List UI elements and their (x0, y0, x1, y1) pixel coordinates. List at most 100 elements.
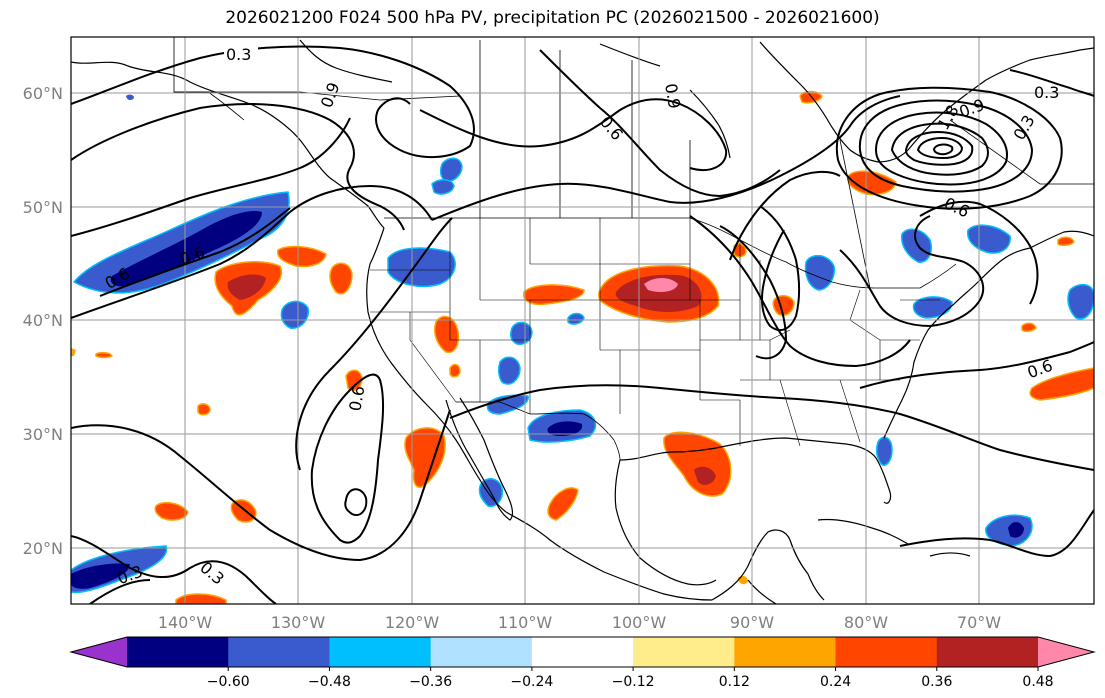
precip-blob-pos-hawaii-b (95, 351, 114, 359)
coastline-caribbean-cuba (817, 518, 909, 545)
pv-contour-pacific-2 (71, 184, 433, 319)
pv-contour-great-lakes-trough-2 (719, 225, 788, 360)
precip-blob-florida (875, 436, 893, 466)
precip-blob-idaho (439, 157, 463, 182)
pv-contour-north-2 (71, 103, 405, 231)
precip-blob-pnw (387, 247, 456, 288)
colorbar-bin (633, 637, 735, 667)
colorbar-extend-high (1038, 637, 1094, 667)
pv-contour-vortex-2 (858, 99, 1034, 193)
colorbar: −0.60 −0.48 −0.36 −0.24 −0.12 0.12 0.24 0.36 0.4… (69, 636, 1096, 690)
precip-blob-montana (431, 179, 455, 195)
pv-contours (71, 45, 1094, 604)
precip-blob-utah (509, 321, 533, 346)
coastline-alaska-north (299, 39, 393, 83)
pv-contour-vortex-3 (874, 111, 1008, 186)
title-area: 2026021200 F024 500 hPa PV, precipitatio… (0, 0, 1105, 34)
precip-blob-pos-ca-offshore (345, 369, 363, 392)
precip-blob-pos-offshore-a-core (227, 274, 266, 300)
border-canada-prov-5 (839, 139, 871, 289)
precip-blob-pos-pacific-a (154, 501, 189, 521)
state-lines-east (700, 260, 940, 447)
precip-blob-central-pacific-core (71, 563, 130, 589)
colorbar-outline (69, 636, 1096, 668)
gridlines (71, 37, 1094, 604)
precip-blob-pos-plains-peak (644, 278, 678, 292)
pv-contour-pacific-3 (99, 207, 291, 297)
colorbar-tick-label: 0.36 (921, 674, 952, 690)
precip-blob-pos-hawaii-a (197, 403, 211, 416)
precip-blob-pos-baja-offshore (404, 427, 446, 488)
contour-label-bg (224, 45, 258, 63)
map-content: 0.3 0.9 0.9 0.6 0.6 0.3 0.6 0.3 0.3 0.6 … (71, 37, 1094, 604)
pv-contour-east-ridge (839, 215, 985, 328)
pv-contour-east-coast (919, 200, 1039, 305)
pv-contour-ne-corner (1009, 69, 1094, 97)
precip-blob-pos-california (434, 315, 460, 354)
colorbar-tick-label: −0.12 (612, 674, 655, 690)
pv-contour-north-1 (71, 45, 475, 159)
coastline-pacific-us (366, 227, 507, 513)
coastline-hudson-bay-east (689, 89, 731, 159)
colorbar-bin (127, 637, 229, 667)
lon-label-110w: 110°W (498, 613, 553, 632)
border-us-mexico (456, 401, 621, 461)
precip-blob-pos-west-edge (71, 348, 76, 356)
colorbar-bin (734, 637, 837, 667)
colorbar-tick-label: −0.48 (308, 674, 351, 690)
precip-negative-areas (71, 94, 1094, 594)
lon-label-70w: 70°W (957, 613, 1001, 632)
coastline-mexico-gulf (614, 459, 717, 586)
colorbar-tick-label: 0.12 (719, 674, 750, 690)
pv-contour-jet-main (431, 95, 901, 221)
lon-label-120w: 120°W (385, 613, 440, 632)
colorbar-bin (228, 637, 330, 667)
precip-blob-pos-atlantic (1029, 367, 1094, 401)
chart-title: 2026021200 F024 500 hPa PV, precipitatio… (225, 8, 880, 28)
contour-label-3: 0.9 (661, 82, 684, 110)
contour-label-5: 0.6 (345, 384, 368, 412)
colorbar-extend-low (71, 637, 127, 667)
pv-contour-low-lat-2 (89, 579, 151, 604)
pv-contour-vortex-core (932, 143, 954, 156)
precip-blob-caribbean-core (1008, 522, 1024, 538)
colorbar-bin (430, 637, 533, 667)
lon-label-130w: 130°W (271, 613, 326, 632)
colorbar-bin (531, 637, 634, 667)
pv-contour-north-central-2 (539, 49, 781, 198)
colorbar-tick-label: −0.24 (510, 674, 553, 690)
precip-blob-colorado (567, 312, 585, 325)
coastline-mexico-west (505, 511, 713, 601)
coastline-atlantic (883, 247, 1031, 439)
lon-label-90w: 90°W (730, 613, 774, 632)
lat-label-30n: 30°N (23, 425, 63, 444)
pv-contour-vortex-4 (890, 122, 989, 176)
precip-blob-pos-ca-south (449, 363, 461, 378)
precip-blob-pos-gulf-core (694, 466, 716, 485)
pv-contour-low-lat (71, 535, 277, 604)
colorbar-bin (835, 637, 938, 667)
map-frame (70, 36, 1095, 605)
contour-label-1: 0.3 (226, 45, 251, 64)
precip-blob-pos-hudson (799, 90, 823, 104)
pv-contour-pacific-1 (71, 117, 351, 237)
colorbar-tick-label: −0.60 (207, 674, 250, 690)
precip-blob-pos-quebec (846, 170, 897, 196)
precip-blob-quebec (966, 224, 1011, 254)
coastline-maritimes (1029, 230, 1094, 249)
coastline-baffin (599, 43, 661, 67)
precip-blob-pos-offshore-b (276, 245, 327, 268)
coastline-hispaniola (929, 552, 971, 557)
lat-label-60n: 60°N (23, 84, 63, 103)
pv-contour-south-us (449, 384, 1094, 471)
border-canada-north (174, 91, 461, 101)
coastline-gulf-north (619, 437, 892, 504)
pv-contour-vortex-6 (916, 136, 964, 160)
pv-contour-subtropical-1 (71, 409, 451, 562)
border-us-canada (384, 217, 957, 289)
precip-blob-pos-mexico-west (547, 487, 579, 521)
pv-contour-east-mid (729, 170, 841, 261)
precip-blob-nova-scotia (1067, 283, 1094, 320)
colorbar-tick-label: −0.36 (409, 674, 452, 690)
